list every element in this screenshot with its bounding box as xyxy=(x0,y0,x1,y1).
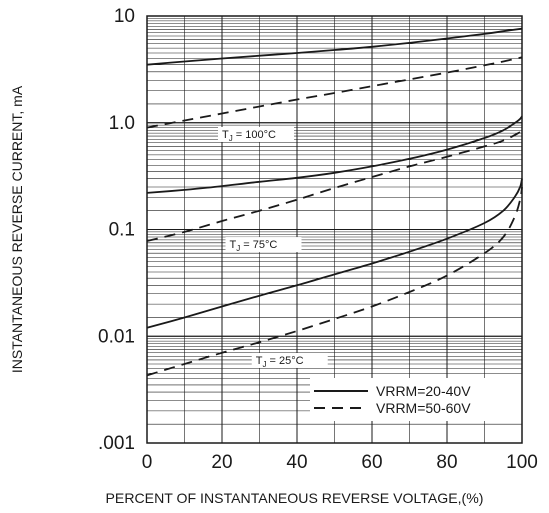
series-solid-tj-25 xyxy=(146,178,523,329)
legend-label: VRRM=50-60V xyxy=(376,400,471,416)
series-solid-tj-75 xyxy=(146,115,523,194)
y-tick-label: 1.0 xyxy=(109,113,135,134)
x-tick-label: 20 xyxy=(211,452,232,473)
annotation-label: TJ = 25°C xyxy=(256,355,304,369)
y-tick-label: 0.1 xyxy=(109,220,135,241)
legend-box xyxy=(310,378,522,421)
annotation-tj-1: TJ = 75°C xyxy=(225,237,302,253)
plot-frame xyxy=(146,15,523,444)
x-tick-label: 100 xyxy=(506,452,538,473)
temperature-annotations: TJ = 100°C TJ = 75°C TJ = 25°C xyxy=(218,126,328,369)
y-axis-label: INSTANTANEOUS REVERSE CURRENT, mA xyxy=(9,85,25,373)
series-dashed-tj-75 xyxy=(146,129,523,242)
legend-label: VRRM=20-40V xyxy=(376,383,471,399)
annotation-label: TJ = 75°C xyxy=(230,239,278,253)
series-dashed-tj-100 xyxy=(146,56,523,129)
annotation-background xyxy=(225,237,302,253)
annotation-tj-2: TJ = 25°C xyxy=(251,352,328,369)
y-tick-label: 10 xyxy=(114,6,135,27)
annotation-tj-0: TJ = 100°C xyxy=(218,126,294,143)
annotation-label: TJ = 100°C xyxy=(222,129,276,143)
annotation-background xyxy=(251,352,328,368)
y-tick-label: 0.01 xyxy=(98,326,135,347)
x-tick-label: 40 xyxy=(286,452,307,473)
series-dashed-tj-25 xyxy=(146,186,523,377)
x-tick-label: 0 xyxy=(142,452,153,473)
grid-lines xyxy=(146,15,523,444)
y-tick-label: .001 xyxy=(98,433,135,454)
tick-labels: 0 20 40 60 80 100 10 1.0 0.1 0.01 .001 xyxy=(98,6,538,473)
x-tick-label: 60 xyxy=(361,452,382,473)
x-axis-label: PERCENT OF INSTANTANEOUS REVERSE VOLTAGE… xyxy=(106,490,484,506)
series-lines xyxy=(146,27,523,377)
annotation-background xyxy=(218,126,294,142)
series-solid-tj-100 xyxy=(146,27,523,66)
x-tick-label: 80 xyxy=(436,452,457,473)
